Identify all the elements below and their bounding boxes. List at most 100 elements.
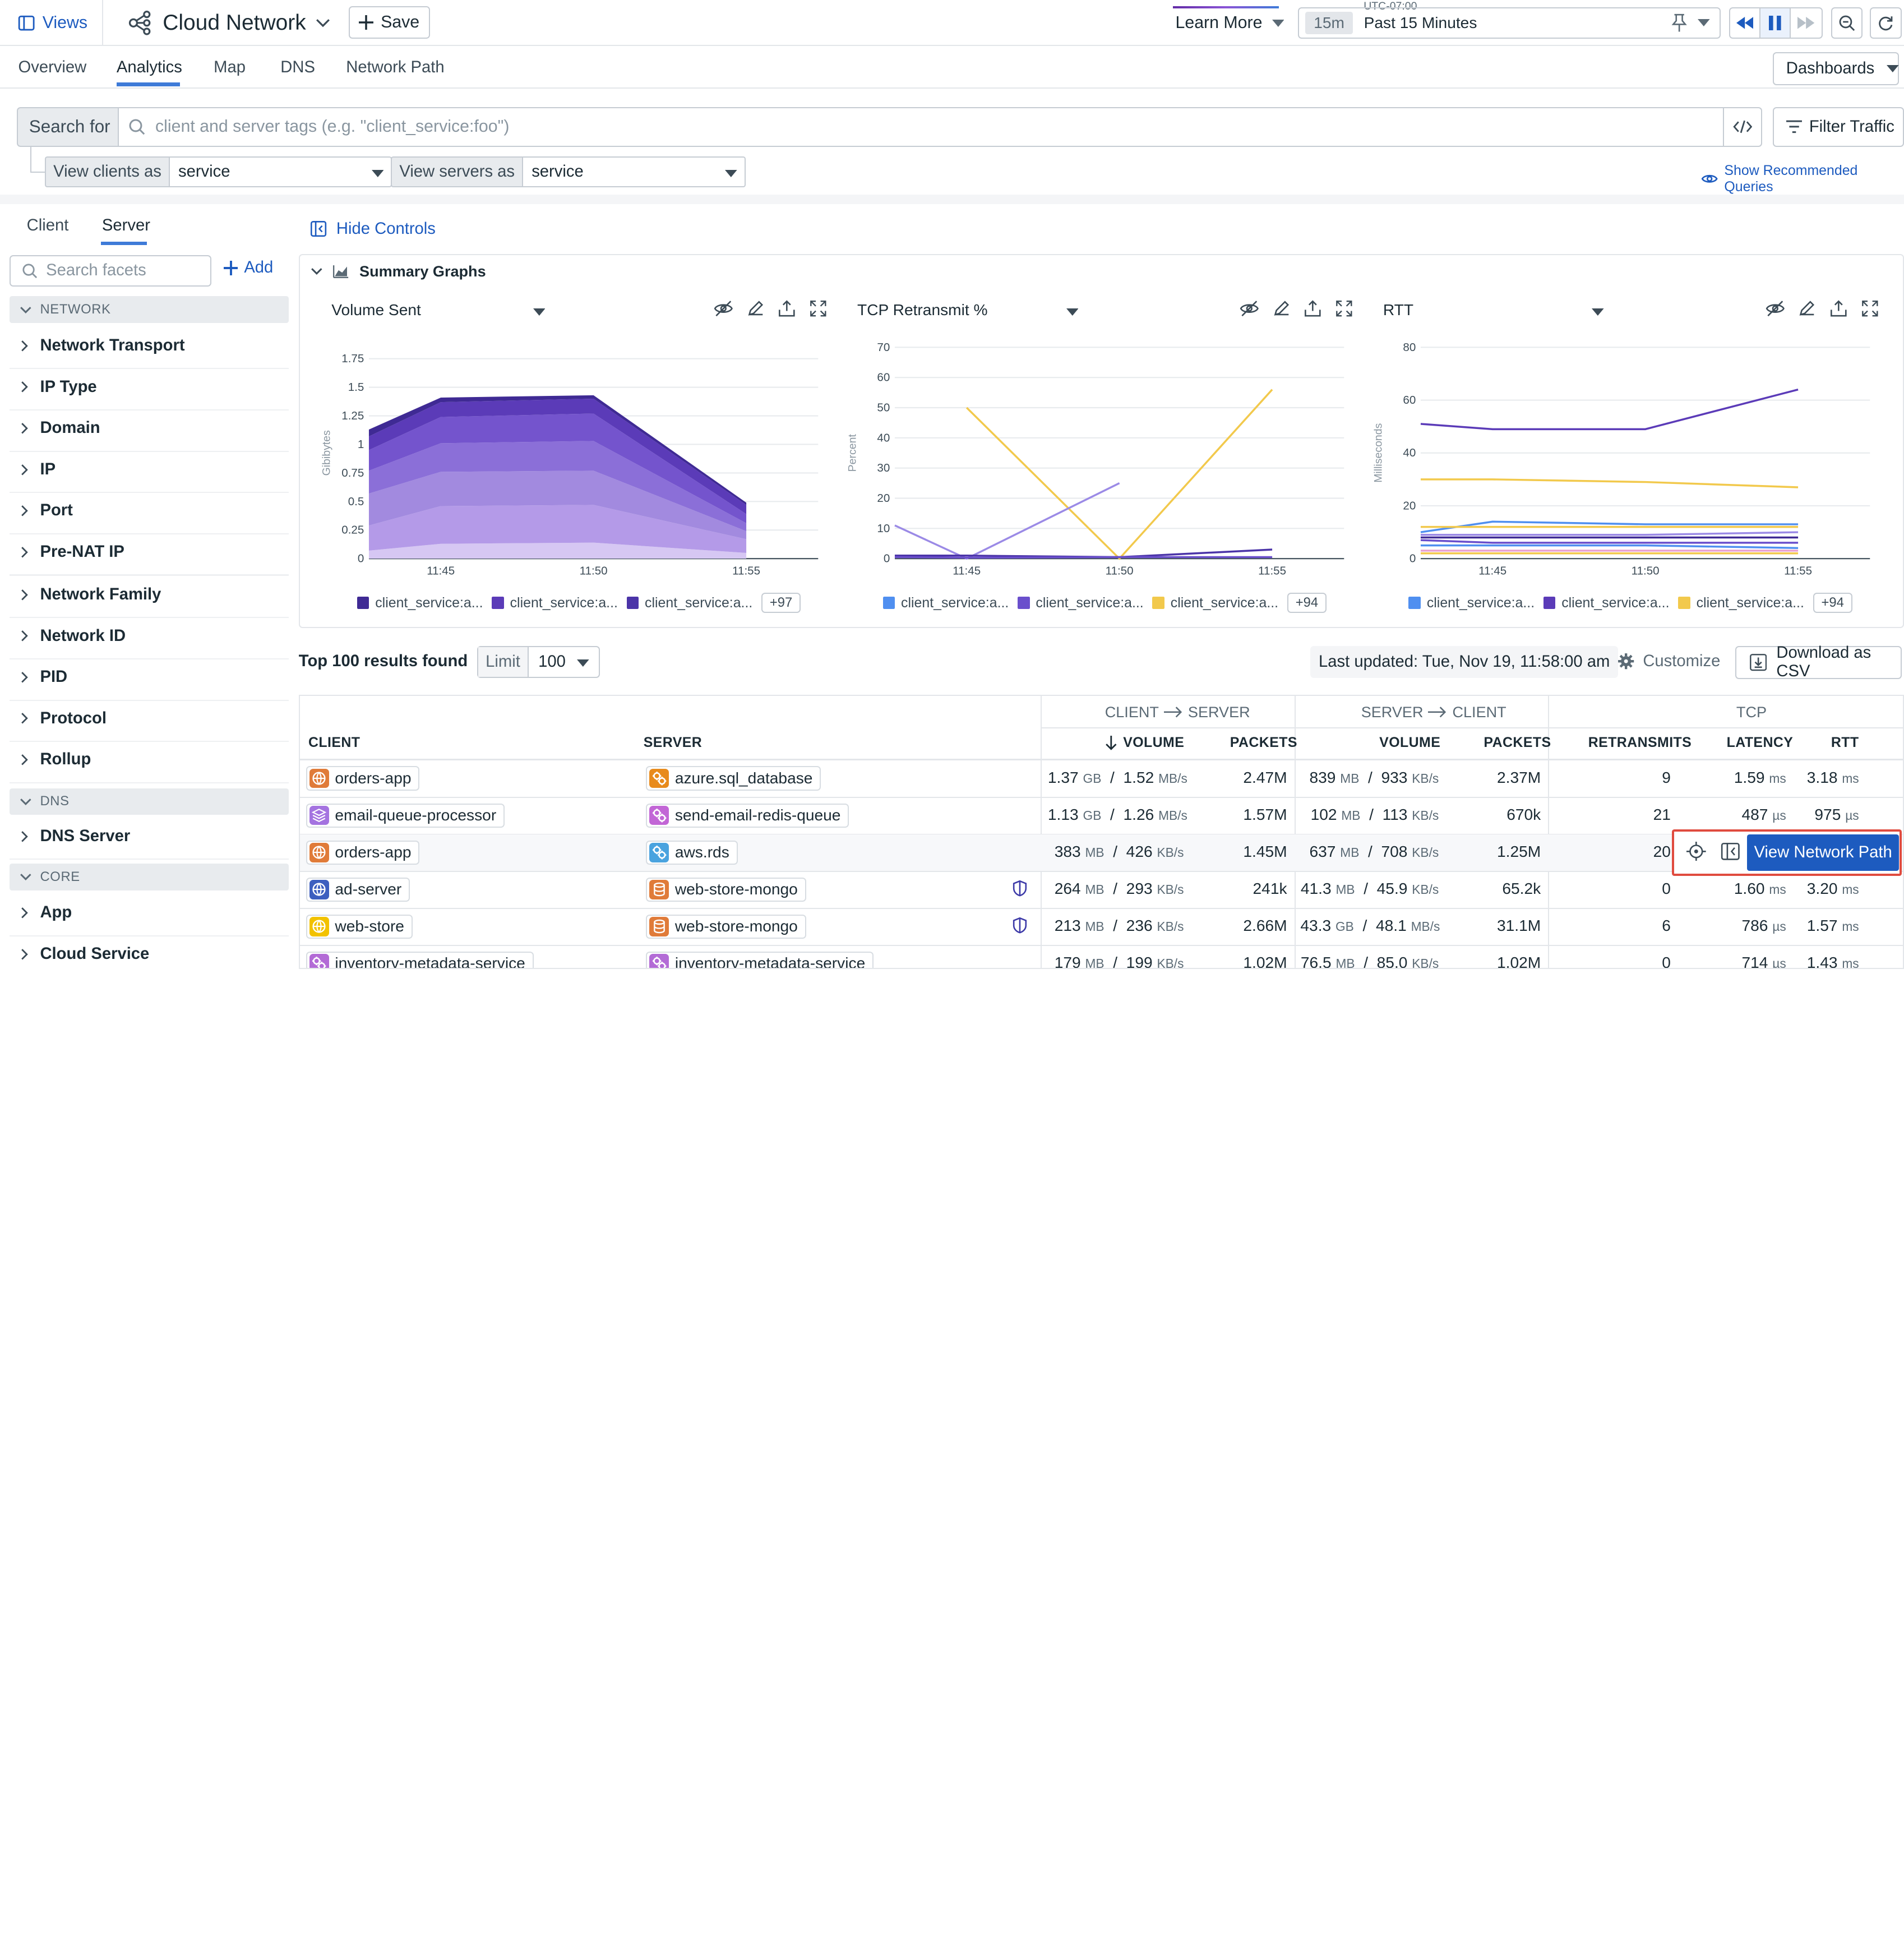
page-title-group[interactable]: Cloud Network [126, 5, 330, 41]
client-tag[interactable]: orders-app [306, 766, 420, 791]
facet-item[interactable]: Rollup [21, 750, 91, 769]
col-sc-packets[interactable]: PACKETS [1484, 735, 1551, 751]
tab-overview[interactable]: Overview [18, 58, 87, 76]
views-button[interactable]: Views [10, 7, 96, 39]
chart-metric-select[interactable]: TCP Retransmit % [857, 301, 988, 319]
server-tag[interactable]: aws.rds [646, 840, 738, 865]
server-tag[interactable]: azure.sql_database [646, 766, 821, 791]
tab-network-path[interactable]: Network Path [346, 58, 445, 76]
col-latency[interactable]: LATENCY [1726, 735, 1794, 751]
legend-item[interactable]: client_service:a... [1678, 595, 1813, 611]
side-panel-icon[interactable] [1721, 842, 1740, 861]
facet-item[interactable]: IP Type [21, 378, 97, 396]
pencil-icon[interactable] [1797, 300, 1817, 317]
table-row[interactable]: orders-app azure.sql_database 1.37 GB / 1.… [300, 760, 1903, 797]
customize-button[interactable]: Customize [1618, 652, 1720, 671]
search-input[interactable]: client and server tags (e.g. "client_ser… [118, 107, 1725, 147]
pause-button[interactable] [1760, 8, 1791, 38]
legend-item[interactable]: client_service:a... [492, 595, 626, 611]
crosshair-icon[interactable] [1686, 841, 1706, 861]
search-facets-input[interactable]: Search facets [10, 255, 211, 287]
facet-item[interactable]: Network ID [21, 627, 126, 645]
client-tag[interactable]: ad-server [306, 877, 410, 902]
facet-item[interactable]: Domain [21, 419, 100, 437]
refresh-button[interactable] [1870, 7, 1902, 39]
chart-plot-1[interactable]: Percent 0 10 20 30 40 50 60 70 11:45 11:50 11:55 [844, 338, 1366, 580]
pencil-icon[interactable] [746, 300, 765, 317]
chart-metric-select[interactable]: Volume Sent [331, 301, 421, 319]
legend-item[interactable]: client_service:a... [1408, 595, 1543, 611]
col-cs-volume[interactable]: VOLUME [1105, 735, 1185, 751]
facet-item[interactable]: Pre-NAT IP [21, 543, 124, 561]
server-tag[interactable]: web-store-mongo [646, 877, 806, 902]
legend-more-chip[interactable]: +94 [1287, 592, 1327, 613]
table-row[interactable]: inventory-metadata-service inventory-meta… [300, 945, 1903, 968]
client-tag[interactable]: web-store [306, 914, 413, 939]
export-icon[interactable] [1303, 300, 1323, 317]
limit-value[interactable]: 100 [529, 647, 599, 676]
view-servers-select[interactable]: View servers as service [391, 156, 746, 187]
time-range-picker[interactable]: 15m Past 15 Minutes [1298, 7, 1721, 39]
add-facet-button[interactable]: Add [223, 259, 273, 277]
col-retransmits[interactable]: RETRANSMITS [1588, 735, 1692, 751]
chart-plot-2[interactable]: Milliseconds 0 20 40 60 80 11:45 11:50 11:55 [1370, 338, 1892, 580]
expand-icon[interactable] [808, 300, 828, 317]
limit-select[interactable]: Limit 100 [477, 646, 600, 678]
legend-item[interactable]: client_service:a... [1543, 595, 1678, 611]
tab-server[interactable]: Server [101, 216, 150, 234]
legend-item[interactable]: client_service:a... [357, 595, 492, 611]
view-clients-value[interactable]: service [168, 156, 392, 187]
table-row[interactable]: orders-app aws.rds 383 MB / 426 KB/s 1.45M 6… [299, 834, 1903, 871]
legend-item[interactable]: client_service:a... [626, 595, 761, 611]
table-row[interactable]: email-queue-processor send-email-redis-qu… [300, 797, 1903, 834]
server-tag[interactable]: send-email-redis-queue [646, 803, 849, 828]
caret-down-icon[interactable] [1592, 308, 1605, 316]
download-csv-button[interactable]: Download as CSV [1735, 644, 1902, 680]
facet-item[interactable]: PID [21, 668, 67, 686]
caret-down-icon[interactable] [533, 308, 546, 316]
server-tag[interactable]: inventory-metadata-service [646, 951, 874, 968]
legend-more-chip[interactable]: +97 [761, 592, 801, 613]
caret-down-icon[interactable] [1066, 308, 1079, 316]
eye-slash-icon[interactable] [1240, 300, 1259, 317]
facet-section-network[interactable]: NETWORK [10, 296, 289, 324]
server-tag[interactable]: web-store-mongo [646, 914, 806, 939]
client-tag[interactable]: email-queue-processor [306, 803, 505, 828]
facet-item[interactable]: DNS Server [21, 827, 130, 846]
facet-item[interactable]: IP [21, 460, 56, 479]
expand-icon[interactable] [1860, 300, 1880, 317]
legend-item[interactable]: client_service:a... [1152, 595, 1287, 611]
rewind-button[interactable] [1730, 8, 1761, 38]
col-server[interactable]: SERVER [643, 735, 703, 751]
facet-section-dns[interactable]: DNS [10, 788, 289, 815]
view-servers-value[interactable]: service [522, 156, 746, 187]
tab-analytics[interactable]: Analytics [116, 58, 182, 76]
view-clients-select[interactable]: View clients as service [45, 156, 392, 187]
chart-plot-0[interactable]: Gibibytes 0 0.25 0.5 0.75 1 1.25 1.5 1.75 11:45 11… [318, 338, 840, 580]
zoom-out-button[interactable] [1831, 7, 1863, 39]
summary-graphs-header[interactable]: Summary Graphs [311, 262, 486, 280]
code-view-button[interactable] [1724, 107, 1762, 147]
save-button[interactable]: Save [348, 6, 430, 39]
expand-icon[interactable] [1334, 300, 1354, 317]
facet-item[interactable]: Cloud Service [21, 945, 149, 963]
col-client[interactable]: CLIENT [308, 735, 361, 751]
chart-metric-select[interactable]: RTT [1383, 301, 1414, 319]
client-tag[interactable]: orders-app [306, 840, 420, 865]
export-icon[interactable] [1829, 300, 1848, 317]
legend-item[interactable]: client_service:a... [882, 595, 1018, 611]
table-row[interactable]: web-store web-store-mongo 213 MB / 236 KB/… [300, 908, 1903, 945]
hide-controls-button[interactable]: Hide Controls [311, 220, 436, 238]
export-icon[interactable] [777, 300, 797, 317]
facet-item[interactable]: Network Family [21, 585, 161, 604]
eye-slash-icon[interactable] [714, 300, 733, 317]
pin-icon[interactable] [1671, 13, 1688, 33]
show-recommended-queries-link[interactable]: Show Recommended Queries [1701, 163, 1904, 195]
facet-item[interactable]: Port [21, 501, 73, 520]
view-network-path-button[interactable]: View Network Path [1747, 834, 1899, 871]
tab-client[interactable]: Client [26, 216, 69, 234]
tab-dns[interactable]: DNS [280, 58, 315, 76]
facet-section-core[interactable]: CORE [10, 863, 289, 890]
client-tag[interactable]: inventory-metadata-service [306, 951, 534, 968]
col-sc-volume[interactable]: VOLUME [1379, 735, 1441, 751]
